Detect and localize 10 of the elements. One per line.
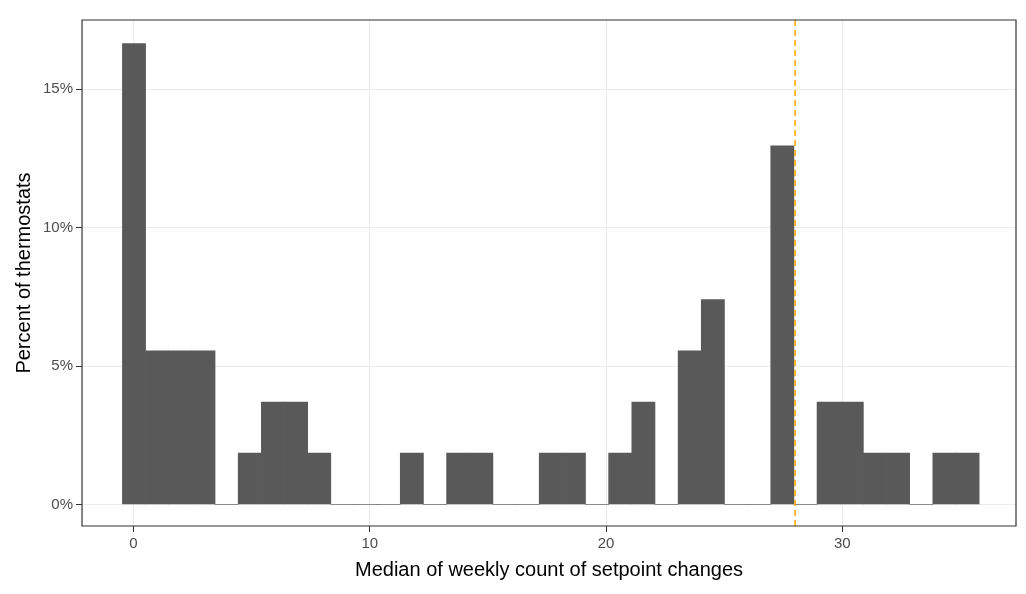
y-tick-label: 0% — [51, 494, 74, 512]
x-tick-label: 20 — [597, 534, 615, 552]
x-tick-label: 0 — [129, 534, 138, 552]
x-tick-label: 10 — [361, 534, 379, 552]
y-tick-label: 15% — [42, 79, 74, 97]
y-axis-title: Percent of thermostats — [11, 172, 34, 374]
x-tick-label: 30 — [834, 534, 851, 552]
y-tick-label: 10% — [42, 217, 74, 235]
y-tick-label: 5% — [51, 356, 74, 374]
x-axis-title: Median of weekly count of setpoint changes — [355, 557, 744, 580]
